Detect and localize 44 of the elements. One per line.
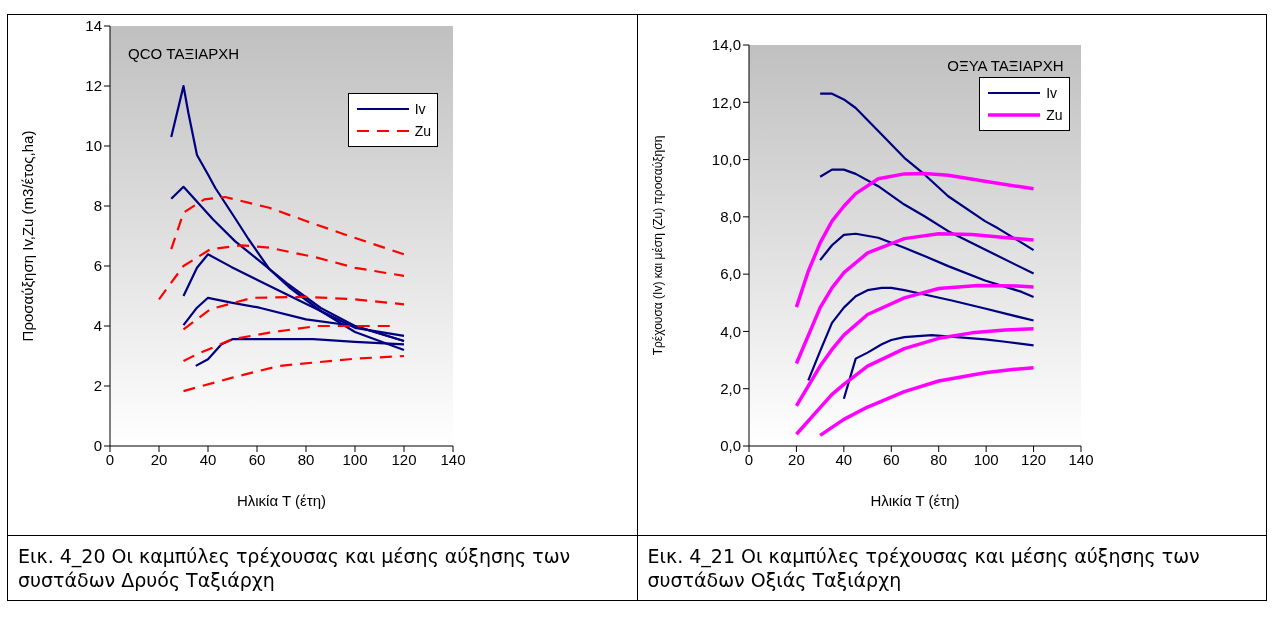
y-tick-label: 8 <box>93 197 102 215</box>
x-tick-label: 20 <box>787 450 805 468</box>
legend-label: Zu <box>1046 106 1063 125</box>
y-tick-label: 4 <box>93 317 102 335</box>
y-tick-label: 0,0 <box>719 437 741 455</box>
y-tick-label: 6,0 <box>719 265 741 283</box>
x-tick-label: 60 <box>248 450 266 468</box>
text: QCO ΤΑΞΙΑΡΧΗ <box>127 44 241 64</box>
y-tick-label: 2 <box>93 377 102 395</box>
text: Εικ. 4_21 Οι καμπύλες τρέχουσας και μέσης αύξησης των συστάδων Οξιάς Ταξιάρχη <box>647 544 1201 592</box>
text: ΟΞΥΑ ΤΑΞΙΑΡΧΗ <box>946 56 1065 76</box>
y-axis-title: Προσαύξηση Iv,Zu (m3/έτος,ha) <box>19 130 37 342</box>
legend-label: Zu <box>414 122 431 141</box>
x-tick-label: 120 <box>1020 450 1046 468</box>
y-tick-label: 10 <box>85 137 102 155</box>
y-tick-label: 10,0 <box>711 150 741 168</box>
x-tick-label: 140 <box>440 450 466 468</box>
y-tick-label: 2,0 <box>719 380 741 398</box>
y-tick-label: 4,0 <box>719 322 741 340</box>
x-tick-label: 80 <box>297 450 315 468</box>
x-tick-label: 100 <box>973 450 999 468</box>
y-tick-label: 12,0 <box>711 93 741 111</box>
text: Εικ. 4_20 Οι καμπύλες τρέχουσας και μέσης αύξησης των συστάδων Δρυός Ταξιάρχη <box>18 544 572 592</box>
x-axis-title: Ηλικία Τ (έτη) <box>236 492 327 509</box>
x-tick-label: 40 <box>835 450 852 468</box>
x-tick-label: 40 <box>199 450 217 468</box>
y-tick-label: 14,0 <box>711 36 741 54</box>
x-tick-label: 140 <box>1067 450 1094 468</box>
legend-label: Iv <box>414 100 426 119</box>
y-tick-label: 6 <box>93 257 102 275</box>
y-tick-label: 0 <box>93 437 102 455</box>
y-tick-label: 14 <box>85 17 102 35</box>
x-tick-label: 0 <box>744 450 753 468</box>
y-tick-label: 12 <box>85 77 102 95</box>
x-tick-label: 120 <box>391 450 417 468</box>
x-axis-title: Ηλικία Τ (έτη) <box>869 492 960 509</box>
legend-label: Iv <box>1046 84 1058 103</box>
y-axis-title: Τρέχουσα (Iv) και μέση (Zu) προσαύξηση <box>650 135 665 356</box>
x-tick-label: 80 <box>929 450 947 468</box>
x-tick-label: 20 <box>150 450 168 468</box>
x-tick-label: 0 <box>105 450 115 468</box>
y-tick-label: 8,0 <box>719 208 741 226</box>
x-tick-label: 100 <box>342 450 368 468</box>
x-tick-label: 60 <box>882 450 900 468</box>
